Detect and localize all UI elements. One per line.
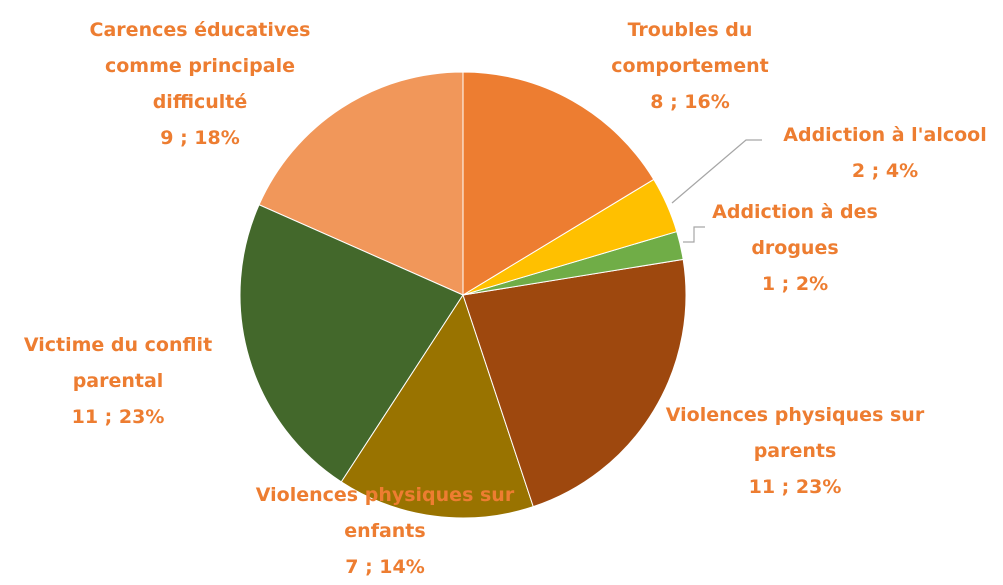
value-label: 8 ; 16%: [650, 91, 730, 113]
value-label: 9 ; 18%: [160, 127, 240, 149]
pie-slice: [462, 71, 655, 296]
category-label: Addiction à des drogues: [712, 201, 878, 259]
value-label: 1 ; 2%: [761, 273, 829, 295]
data-label: Addiction à des drogues 1 ; 2%: [690, 194, 900, 302]
value-label: 7 ; 14%: [345, 556, 425, 578]
pie-slice: [462, 258, 687, 508]
category-label: Carences éducatives comme principale dif…: [89, 19, 311, 113]
data-label: Troubles du comportement 8 ; 16%: [580, 12, 800, 120]
category-label: Addiction à l'alcool: [783, 124, 987, 146]
pie-slice: [239, 204, 464, 483]
leader-line: [683, 226, 705, 243]
pie-slice: [258, 71, 464, 296]
category-label: Victime du conflit parental: [23, 334, 213, 392]
data-label: Violences physiques sur enfants 7 ; 14%: [250, 477, 520, 585]
leader-line: [671, 139, 762, 204]
category-label: Troubles du comportement: [611, 19, 769, 77]
data-label: Violences physiques sur parents 11 ; 23%: [660, 397, 930, 505]
data-label: Victime du conflit parental 11 ; 23%: [0, 327, 236, 435]
category-label: Violences physiques sur parents: [665, 404, 925, 462]
value-label: 11 ; 23%: [748, 476, 842, 498]
value-label: 2 ; 4%: [851, 160, 919, 182]
value-label: 11 ; 23%: [71, 406, 165, 428]
data-label: Carences éducatives comme principale dif…: [60, 12, 340, 156]
pie-slice: [340, 293, 534, 519]
category-label: Violences physiques sur enfants: [255, 484, 515, 542]
data-label: Addiction à l'alcool 2 ; 4%: [760, 117, 1003, 189]
